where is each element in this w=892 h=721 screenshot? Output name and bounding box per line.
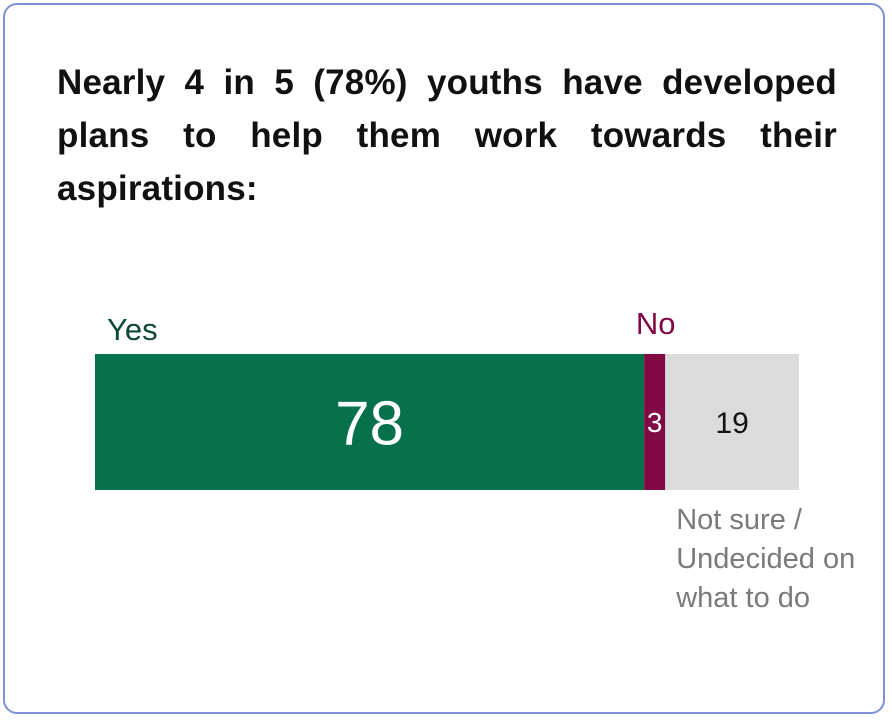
category-label-no: No xyxy=(636,306,676,341)
bar-segment-yes xyxy=(95,354,645,490)
category-label-yes: Yes xyxy=(107,312,158,347)
bar-segment-not-sure xyxy=(665,354,799,490)
value-label-no: 3 xyxy=(647,407,663,438)
value-label-not-sure: 19 xyxy=(715,407,748,440)
value-label-yes: 78 xyxy=(335,389,404,458)
bar-segment-no xyxy=(644,354,666,490)
category-label-not-sure: Not sure / Undecided on what to do xyxy=(675,504,855,614)
chart-title: Nearly 4 in 5 (78%) youths have develope… xyxy=(57,63,837,208)
